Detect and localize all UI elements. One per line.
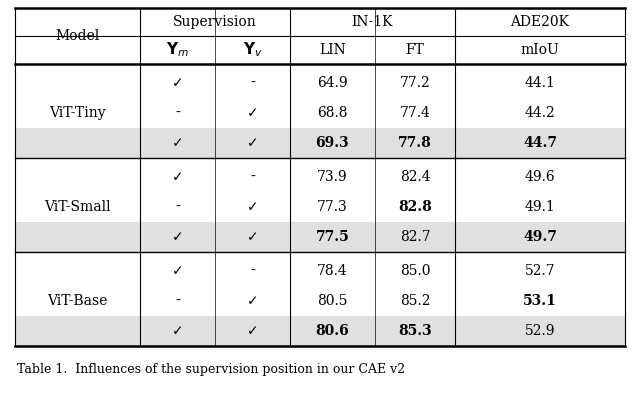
Text: 44.7: 44.7	[523, 136, 557, 150]
Text: ✓: ✓	[172, 170, 183, 184]
Text: 80.5: 80.5	[317, 294, 348, 308]
Text: ✓: ✓	[172, 76, 183, 90]
Text: LIN: LIN	[319, 43, 346, 57]
Text: ✓: ✓	[172, 136, 183, 150]
Text: ViT-Base: ViT-Base	[47, 294, 108, 308]
Text: 53.1: 53.1	[523, 294, 557, 308]
Text: ✓: ✓	[172, 324, 183, 338]
Text: ✓: ✓	[172, 230, 183, 244]
Text: 82.7: 82.7	[400, 230, 430, 244]
Text: 85.0: 85.0	[400, 264, 430, 278]
Text: 52.7: 52.7	[525, 264, 556, 278]
Text: -: -	[250, 170, 255, 184]
Text: ViT-Small: ViT-Small	[44, 200, 111, 214]
Text: 80.6: 80.6	[316, 324, 349, 338]
Text: -: -	[175, 200, 180, 214]
Bar	[15, 316, 625, 346]
Text: 44.2: 44.2	[525, 106, 556, 120]
Text: Model: Model	[56, 29, 100, 43]
Text: 85.3: 85.3	[398, 324, 432, 338]
Text: 44.1: 44.1	[525, 76, 556, 90]
Text: $\mathbf{Y}_{m}$: $\mathbf{Y}_{m}$	[166, 41, 189, 59]
Text: 85.2: 85.2	[400, 294, 430, 308]
Text: ✓: ✓	[246, 294, 259, 308]
Text: 64.9: 64.9	[317, 76, 348, 90]
Text: FT: FT	[406, 43, 424, 57]
Text: ✓: ✓	[246, 324, 259, 338]
Text: ✓: ✓	[172, 264, 183, 278]
Text: 68.8: 68.8	[317, 106, 348, 120]
Text: ADE20K: ADE20K	[511, 15, 570, 29]
Text: 73.9: 73.9	[317, 170, 348, 184]
Text: Supervision: Supervision	[173, 15, 257, 29]
Text: 77.2: 77.2	[399, 76, 430, 90]
Text: ✓: ✓	[246, 200, 259, 214]
Text: ✓: ✓	[246, 136, 259, 150]
Text: -: -	[175, 294, 180, 308]
Text: 49.6: 49.6	[525, 170, 556, 184]
Text: ✓: ✓	[246, 230, 259, 244]
Text: 77.4: 77.4	[399, 106, 431, 120]
Text: 77.3: 77.3	[317, 200, 348, 214]
Text: 77.5: 77.5	[316, 230, 349, 244]
Text: 52.9: 52.9	[525, 324, 556, 338]
Text: -: -	[175, 106, 180, 120]
Text: -: -	[250, 264, 255, 278]
Text: IN-1K: IN-1K	[352, 15, 393, 29]
Text: -: -	[250, 76, 255, 90]
Text: 78.4: 78.4	[317, 264, 348, 278]
Text: Table 1.  Influences of the supervision position in our CAE v2: Table 1. Influences of the supervision p…	[17, 364, 405, 377]
Bar	[15, 222, 625, 252]
Text: 82.8: 82.8	[398, 200, 432, 214]
Text: $\mathbf{Y}_{v}$: $\mathbf{Y}_{v}$	[243, 41, 262, 59]
Text: 49.7: 49.7	[523, 230, 557, 244]
Text: 77.8: 77.8	[398, 136, 432, 150]
Bar	[15, 128, 625, 158]
Text: ✓: ✓	[246, 106, 259, 120]
Text: 49.1: 49.1	[525, 200, 556, 214]
Text: ViT-Tiny: ViT-Tiny	[49, 106, 106, 120]
Text: mIoU: mIoU	[520, 43, 559, 57]
Text: 69.3: 69.3	[316, 136, 349, 150]
Text: 82.4: 82.4	[400, 170, 430, 184]
